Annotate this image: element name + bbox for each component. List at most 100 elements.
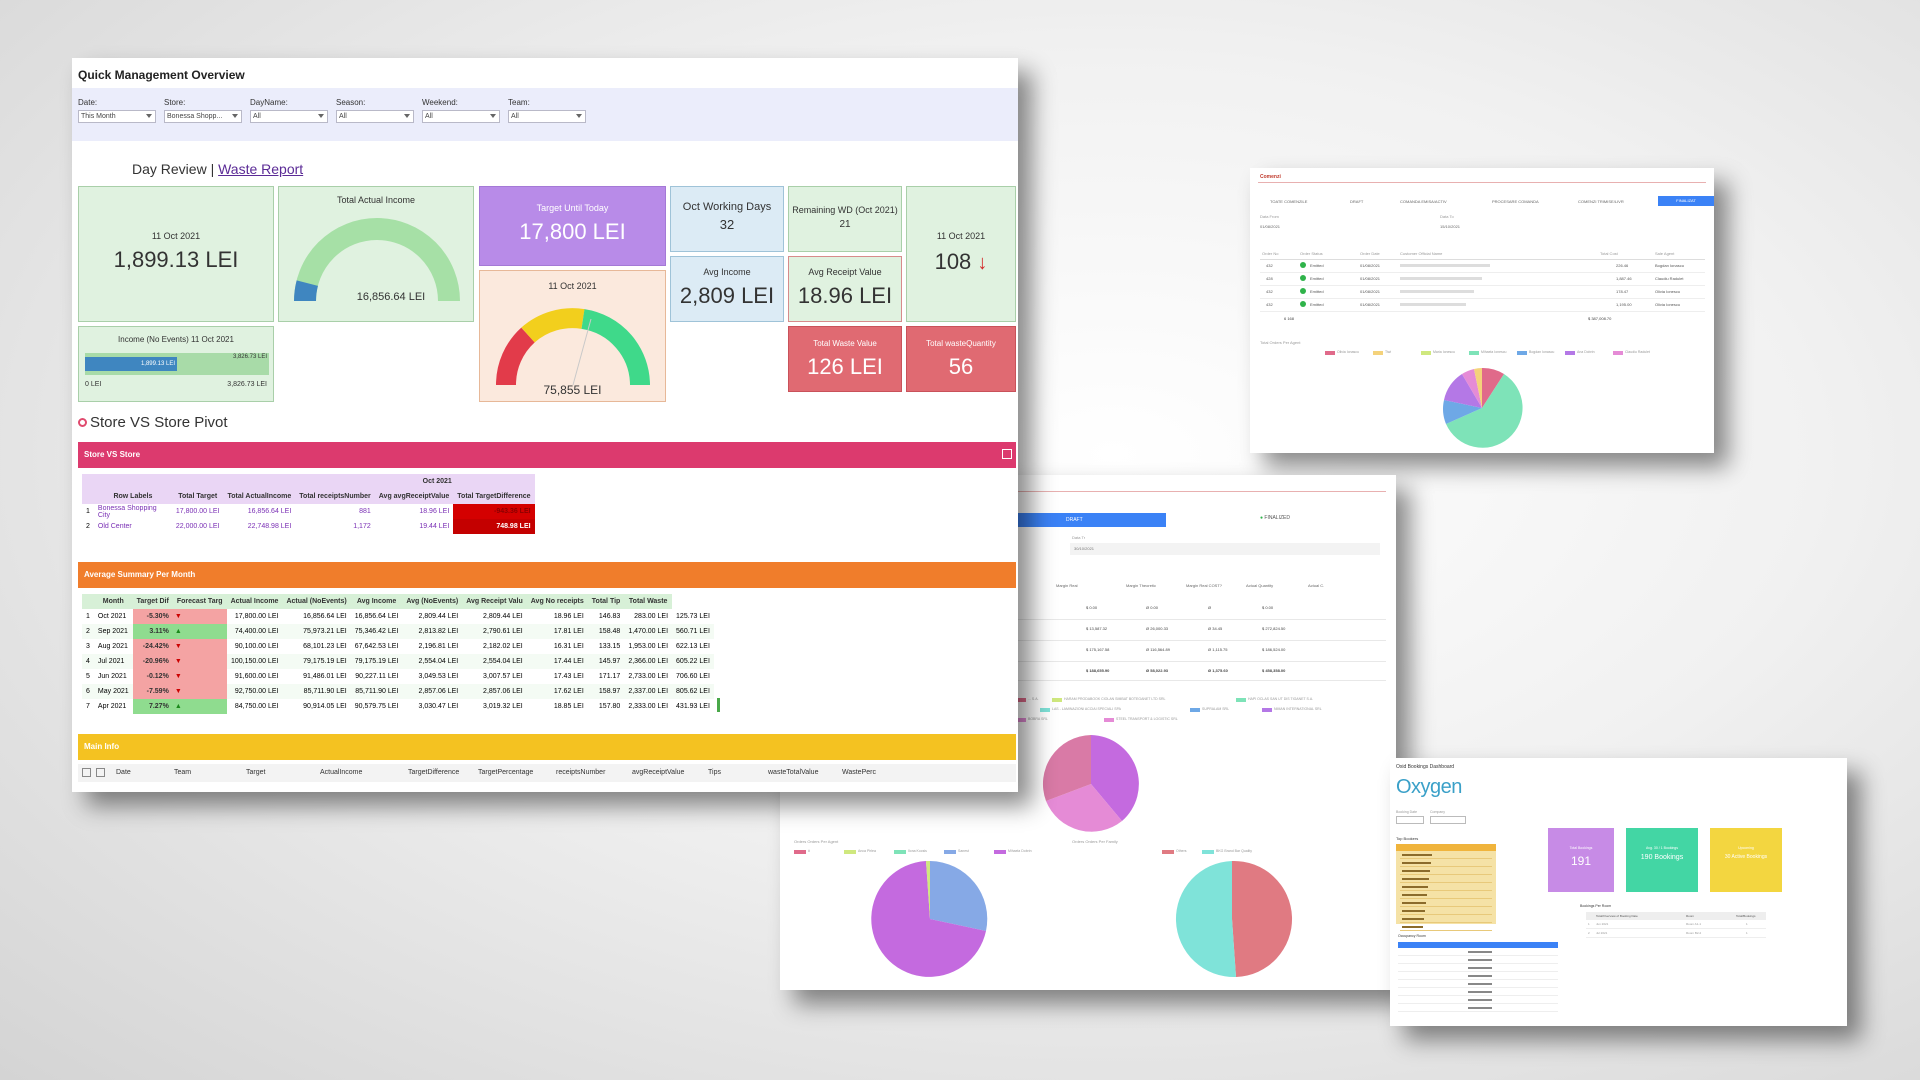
btn-sent[interactable]: COMENZI TRIMISE/LIVR bbox=[1578, 199, 1624, 204]
sum-col-5[interactable]: Avg Income bbox=[356, 598, 397, 605]
main-info-col-1[interactable]: Team bbox=[174, 769, 192, 776]
weekend-filter: Weekend: All bbox=[422, 98, 500, 123]
sum-col-4[interactable]: Actual (NoEvents) bbox=[286, 598, 347, 605]
col-order-date[interactable]: Order Date bbox=[1360, 251, 1380, 256]
btn-finalized[interactable]: FINALIZAT bbox=[1658, 196, 1714, 206]
margins-col-4[interactable]: Actual C. bbox=[1308, 583, 1325, 588]
room-col-0[interactable]: Total/Overview of Booking Date bbox=[1596, 914, 1638, 918]
redacted-text bbox=[1402, 918, 1424, 920]
btn-draft[interactable]: DRAFT bbox=[1350, 199, 1364, 204]
redacted-text bbox=[1402, 894, 1427, 896]
sum-col-10[interactable]: Total Waste bbox=[628, 598, 668, 605]
main-info-col-3[interactable]: ActualIncome bbox=[320, 769, 363, 776]
margins-col-3[interactable]: Actual Quantity bbox=[1246, 583, 1274, 588]
row-label[interactable]: Bonessa Shopping City bbox=[97, 504, 157, 519]
legend-label: Tiwi bbox=[1385, 350, 1392, 354]
check-icon bbox=[1300, 301, 1306, 307]
main-info-col-4[interactable]: TargetDifference bbox=[408, 769, 460, 776]
customer-name-redacted bbox=[1400, 264, 1490, 267]
date-filter-select[interactable]: This Month bbox=[78, 110, 156, 123]
room-row-name: Jul 2021 bbox=[1596, 931, 1608, 935]
summary-cell: 4 bbox=[86, 658, 90, 665]
date-to-field[interactable]: 30/10/2021 bbox=[1070, 543, 1380, 555]
summary-scrollbar[interactable] bbox=[716, 698, 720, 712]
row-label[interactable]: Old Center bbox=[97, 523, 132, 530]
store-filter-select[interactable]: Bonessa Shopp... bbox=[164, 110, 242, 123]
dayname-filter-select[interactable]: All bbox=[250, 110, 328, 123]
svs-col-2[interactable]: Total ActualIncome bbox=[227, 493, 292, 500]
svs-period: Oct 2021 bbox=[422, 478, 452, 485]
sum-col-3[interactable]: Actual Income bbox=[230, 598, 279, 605]
svs-col-5[interactable]: Total TargetDifference bbox=[457, 493, 531, 500]
season-filter-select[interactable]: All bbox=[336, 110, 414, 123]
margins-cell: Ø 26,000.33 bbox=[1146, 626, 1169, 631]
summary-cell: 3,007.57 LEI bbox=[483, 673, 523, 680]
kpi-upcoming-label: Upcoming bbox=[1738, 846, 1754, 850]
col-order-no[interactable]: Order No bbox=[1262, 251, 1279, 256]
noevents-bar-track: 1,899.13 LEI 3,826.73 LEI bbox=[85, 353, 269, 375]
col-order-status[interactable]: Order Status bbox=[1300, 251, 1323, 256]
room-col-1[interactable]: Room bbox=[1686, 914, 1695, 918]
btn-all-orders[interactable]: TOATE COMENZILE bbox=[1270, 199, 1308, 204]
sum-col-1[interactable]: Target Dif bbox=[136, 598, 169, 605]
legend-label: NIMAN INTERNATIONAL SRL bbox=[1274, 707, 1322, 711]
btn-processing[interactable]: PROCESARE COMANDA bbox=[1492, 199, 1539, 204]
sum-col-6[interactable]: Avg (NoEvents) bbox=[406, 598, 459, 605]
order-row[interactable]: 432 Emitted 01/08/2021 178.47 Olivia Ionescu bbox=[1260, 286, 1705, 299]
svs-col-1[interactable]: Total Target bbox=[178, 493, 218, 500]
waste-report-link[interactable]: Waste Report bbox=[218, 161, 304, 177]
main-info-col-7[interactable]: avgReceiptValue bbox=[632, 769, 685, 776]
expand-icon[interactable] bbox=[1002, 449, 1012, 459]
order-row[interactable]: 428 Emitted 01/08/2021 1,887.46 Claudiu Radu… bbox=[1260, 273, 1705, 286]
filter-icon[interactable] bbox=[82, 768, 91, 777]
occupancy-row bbox=[1398, 988, 1558, 996]
margins-col-0[interactable]: Margin Real bbox=[1056, 583, 1078, 588]
order-row[interactable]: 432 Emitted 01/08/2021 226.46 Bogdan Ionascu bbox=[1260, 260, 1705, 273]
booking-date-filter[interactable] bbox=[1396, 816, 1424, 824]
svs-col-3[interactable]: Total receiptsNumber bbox=[299, 493, 371, 500]
main-info-col-0[interactable]: Date bbox=[116, 769, 131, 776]
main-info-col-10[interactable]: WastePerc bbox=[842, 769, 876, 776]
col-sale-agent[interactable]: Sale Agent bbox=[1655, 251, 1675, 256]
room-col-2[interactable]: Total/Bookings bbox=[1736, 914, 1756, 918]
waste-qty-label: Total wasteQuantity bbox=[926, 339, 996, 348]
margins-col-2[interactable]: Margin Real COST? bbox=[1186, 583, 1223, 588]
orders-per-agent-legend: # Anca Pirlea Ilona Kocsis Sanest Mihaela Do… bbox=[794, 849, 1094, 857]
team-filter-select[interactable]: All bbox=[508, 110, 586, 123]
weekend-filter-select[interactable]: All bbox=[422, 110, 500, 123]
pivot-heading: Store VS Store Pivot bbox=[78, 414, 228, 431]
legend-label: # bbox=[808, 849, 810, 853]
summary-row: 5 Jun 2021 -0.12% ▼ 91,600.00 LEI 91,486.01 L… bbox=[82, 669, 714, 684]
col-total-cost[interactable]: Total Cost bbox=[1600, 251, 1618, 256]
sum-col-7[interactable]: Avg Receipt Valu bbox=[466, 598, 523, 605]
margins-cell: Ø 1,375.60 bbox=[1208, 668, 1228, 673]
margins-cell: $ 0.00 bbox=[1086, 605, 1098, 610]
sum-col-2[interactable]: Forecast Targ bbox=[176, 598, 223, 605]
tab-finalized[interactable]: ● FINALIZED bbox=[1260, 515, 1290, 521]
main-info-col-6[interactable]: receiptsNumber bbox=[556, 769, 606, 776]
main-info-col-9[interactable]: wasteTotalValue bbox=[768, 769, 819, 776]
main-info-col-2[interactable]: Target bbox=[246, 769, 266, 776]
sum-col-8[interactable]: Avg No receipts bbox=[530, 598, 584, 605]
target-dif-cell: -0.12% bbox=[132, 669, 173, 684]
company-filter[interactable] bbox=[1430, 816, 1466, 824]
sum-col-9[interactable]: Total Tip bbox=[591, 598, 621, 605]
btn-emitted[interactable]: COMANDA EMISA/ACTIV bbox=[1400, 199, 1447, 204]
store-vs-store-header: Store VS Store bbox=[78, 442, 1016, 468]
svs-col-4[interactable]: Avg avgReceiptValue bbox=[378, 493, 450, 500]
grid-icon[interactable] bbox=[96, 768, 105, 777]
main-info-col-5[interactable]: TargetPercentage bbox=[478, 769, 534, 776]
date-to-value[interactable]: 15/10/2021 bbox=[1440, 224, 1461, 229]
svs-col-0[interactable]: Row Labels bbox=[113, 493, 153, 500]
order-cost: 1,887.46 bbox=[1616, 276, 1632, 281]
tab-draft[interactable]: DRAFT bbox=[1016, 513, 1166, 527]
noevents-target-label: 3,826.73 LEI bbox=[232, 354, 267, 360]
legend-label: HAPI OCLAS SAN UT DIS TIGANET S.A. bbox=[1248, 697, 1314, 701]
margins-col-1[interactable]: Margin Theoretic bbox=[1126, 583, 1156, 588]
sum-col-0[interactable]: Month bbox=[102, 598, 124, 605]
col-customer[interactable]: Customer Official Name bbox=[1400, 251, 1443, 256]
date-from-value[interactable]: 01/08/2021 bbox=[1260, 224, 1281, 229]
room-row-count: 1 bbox=[1746, 922, 1748, 926]
main-info-col-8[interactable]: Tips bbox=[708, 769, 721, 776]
order-row[interactable]: 432 Emitted 01/08/2021 1,195.00 Olivia Iones… bbox=[1260, 299, 1705, 312]
